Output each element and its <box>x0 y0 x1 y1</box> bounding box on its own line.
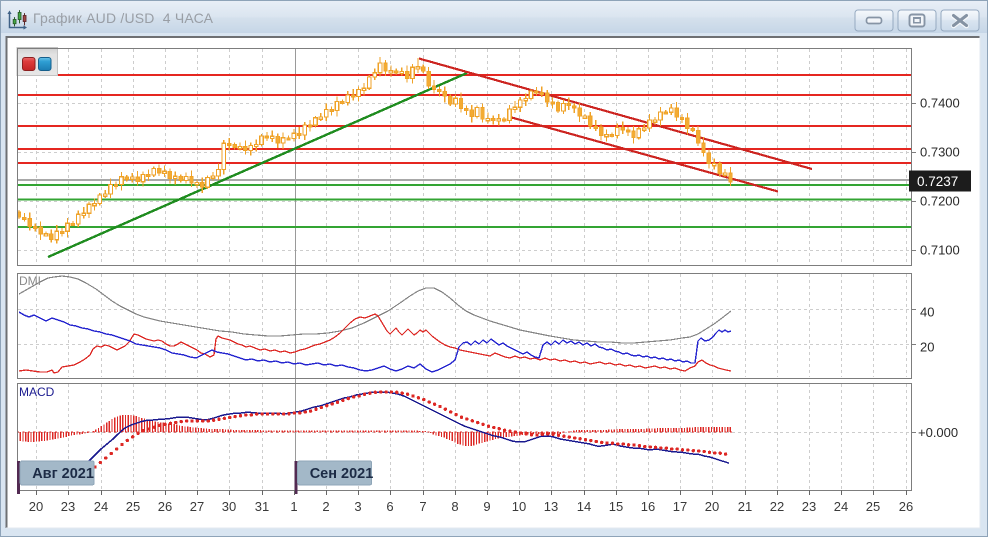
svg-text:9: 9 <box>483 499 490 514</box>
svg-text:6: 6 <box>386 499 393 514</box>
svg-text:20: 20 <box>920 340 934 355</box>
svg-text:25: 25 <box>126 499 140 514</box>
svg-text:24: 24 <box>94 499 108 514</box>
svg-text:DMI: DMI <box>19 274 41 288</box>
svg-text:23: 23 <box>802 499 816 514</box>
svg-text:40: 40 <box>920 305 934 320</box>
svg-text:21: 21 <box>738 499 752 514</box>
svg-text:2: 2 <box>322 499 329 514</box>
svg-text:0.7237: 0.7237 <box>917 174 958 189</box>
svg-text:26: 26 <box>899 499 913 514</box>
svg-text:15: 15 <box>609 499 623 514</box>
svg-text:20: 20 <box>29 499 43 514</box>
svg-text:20: 20 <box>705 499 719 514</box>
svg-text:10: 10 <box>512 499 526 514</box>
svg-text:27: 27 <box>190 499 204 514</box>
svg-text:+0.000: +0.000 <box>918 425 958 440</box>
svg-text:24: 24 <box>834 499 848 514</box>
svg-text:0.7400: 0.7400 <box>920 96 960 111</box>
svg-text:16: 16 <box>641 499 655 514</box>
svg-text:17: 17 <box>673 499 687 514</box>
svg-text:Сен 2021: Сен 2021 <box>310 466 374 482</box>
svg-text:8: 8 <box>451 499 458 514</box>
svg-text:Авг 2021: Авг 2021 <box>32 466 94 482</box>
svg-text:22: 22 <box>770 499 784 514</box>
svg-text:25: 25 <box>866 499 880 514</box>
svg-text:26: 26 <box>158 499 172 514</box>
svg-text:7: 7 <box>419 499 426 514</box>
svg-text:1: 1 <box>290 499 297 514</box>
svg-text:13: 13 <box>544 499 558 514</box>
svg-text:График AUD /USD 4 ЧАСА: График AUD /USD 4 ЧАСА <box>33 10 214 26</box>
svg-text:0.7100: 0.7100 <box>920 243 960 258</box>
svg-text:MACD: MACD <box>19 385 55 399</box>
svg-text:23: 23 <box>61 499 75 514</box>
svg-text:3: 3 <box>354 499 361 514</box>
svg-text:14: 14 <box>577 499 591 514</box>
svg-text:31: 31 <box>255 499 269 514</box>
svg-text:30: 30 <box>222 499 236 514</box>
svg-text:0.7300: 0.7300 <box>920 145 960 160</box>
svg-text:0.7200: 0.7200 <box>920 194 960 209</box>
